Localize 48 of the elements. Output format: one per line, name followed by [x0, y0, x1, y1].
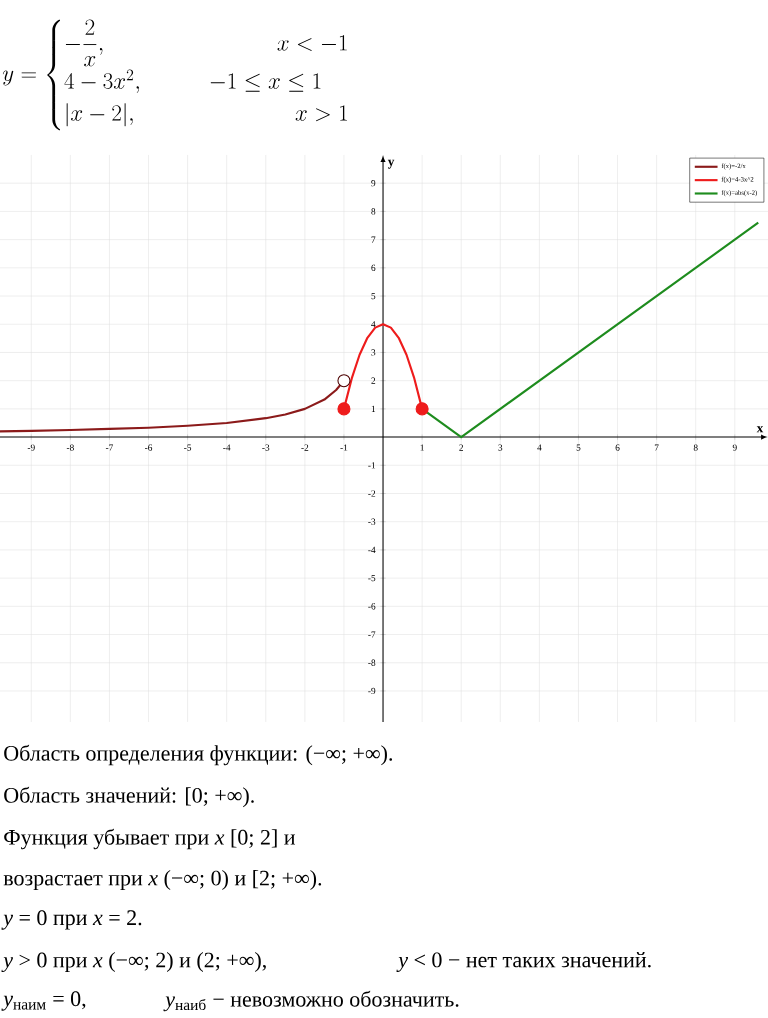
x-tick-label: -2 [301, 444, 309, 451]
y-tick-label: 3 [371, 349, 376, 356]
x-tick-label: -9 [27, 444, 35, 451]
x-tick-label: -4 [223, 444, 231, 451]
y-tick-label: -9 [368, 687, 376, 695]
y-tick-label: 7 [371, 236, 376, 243]
text: y < 0 − нет таких значений. [396, 952, 651, 972]
x-tick-label: 7 [654, 444, 659, 451]
text: возрастает при x (−∞; 0) и [2; +∞). [3, 870, 322, 890]
y-tick-label: -3 [368, 518, 376, 525]
y-tick-label: -7 [368, 631, 376, 638]
x-tick-label: -8 [66, 444, 74, 451]
text: y = 0 при x = 2. [1, 910, 142, 930]
x-tick-label: -5 [184, 444, 192, 451]
y-tick-label: -2 [368, 490, 376, 497]
x-tick-label: 1 [420, 444, 424, 451]
y-tick-label: -8 [368, 659, 376, 666]
x-tick-label: 4 [537, 444, 542, 451]
text: Область определения функции: (−∞; +∞). [4, 744, 393, 766]
x-tick-label: 6 [615, 444, 620, 451]
text: y > 0 при x (−∞; 2) и (2; +∞), [1, 951, 266, 972]
text: Область значений: [0; +∞). [4, 786, 254, 808]
x-tick-label: -1 [340, 444, 348, 451]
chart-title: $y=\begin{cases}-\dfrac{2}{x}, & \hspace{5em} x<-1\\ 4-3x^{2}, & \hspace{2em} -1\le x\le 1\\ |x-2|, & \hspace{5.8em} x>1\end{cases}$ [2, 19, 347, 131]
text: y$_{наим}$ = 0, [1, 991, 86, 1011]
x-tick-label: 8 [693, 444, 698, 451]
x-tick-label: 9 [732, 444, 737, 451]
text: Функция убывает при x [0; 2] и [4, 828, 296, 850]
y-axis-title: y [387, 159, 395, 169]
y-tick-label: -6 [368, 603, 376, 610]
x-tick-label: 3 [498, 444, 503, 451]
y-tick-label: 4 [371, 321, 376, 328]
x-tick-label: 2 [459, 444, 464, 451]
y-tick-label: 2 [371, 377, 376, 384]
y-tick-label: -1 [368, 462, 376, 469]
y-tick-label: 9 [371, 180, 376, 187]
y-tick-label: 6 [371, 264, 376, 271]
y-tick-label: 1 [371, 405, 376, 412]
y-tick-label: 5 [371, 292, 376, 300]
y-tick-label: -4 [368, 546, 376, 553]
x-tick-label: -7 [105, 444, 114, 451]
x-axis-title: x [756, 426, 764, 433]
text: y$_{наиб}$ − невозможно обозначить. [163, 990, 459, 1012]
x-tick-label: -6 [144, 444, 153, 451]
y-tick-label: 8 [371, 208, 376, 215]
x-tick-label: -3 [262, 444, 270, 451]
x-tick-label: 5 [576, 444, 581, 451]
y-tick-label: -5 [368, 575, 376, 582]
